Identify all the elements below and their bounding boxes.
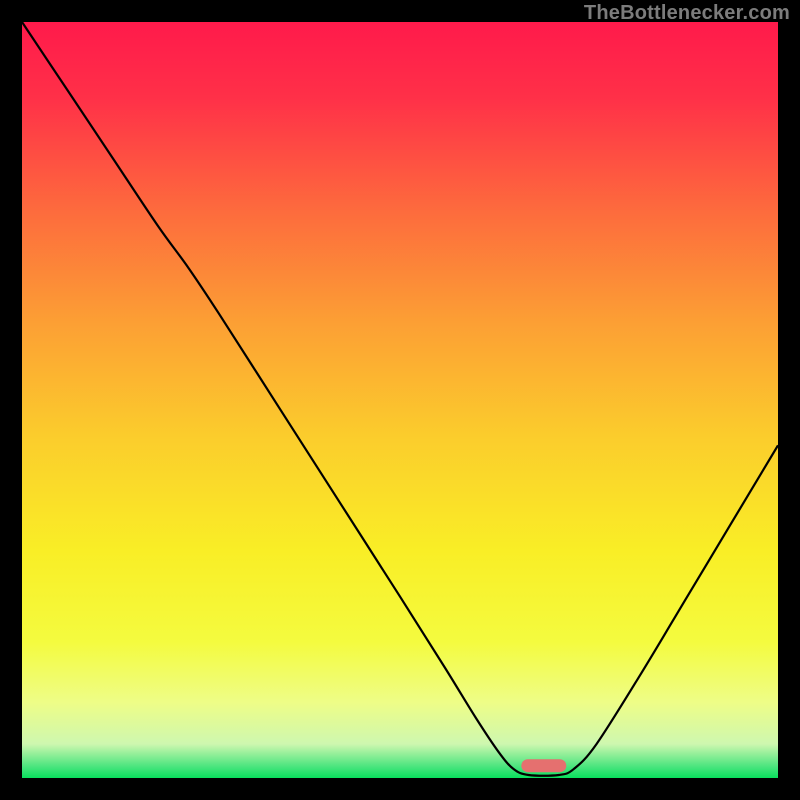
bottleneck-curve: [22, 22, 778, 778]
chart-container: TheBottlenecker.com: [0, 0, 800, 800]
curve-path: [22, 22, 778, 776]
watermark-text: TheBottlenecker.com: [584, 2, 790, 25]
optimal-marker: [521, 759, 566, 773]
plot-area: [22, 22, 778, 778]
